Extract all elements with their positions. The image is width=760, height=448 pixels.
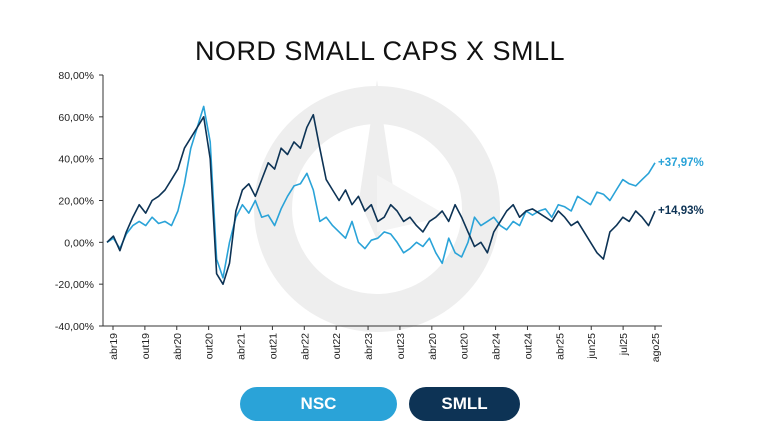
y-tick-label: 20,00% bbox=[58, 196, 94, 208]
x-tick-label: jul25 bbox=[618, 333, 630, 356]
x-tick-label: abr24 bbox=[491, 333, 503, 360]
x-tick-label: out19 bbox=[140, 333, 152, 359]
x-tick-label: out21 bbox=[267, 333, 279, 359]
x-tick-label: out24 bbox=[522, 333, 534, 359]
series-line-smll bbox=[106, 113, 656, 285]
legend-smll-button[interactable]: SMLL bbox=[409, 387, 520, 421]
x-tick-label: out22 bbox=[331, 333, 343, 359]
x-tick-label: jun25 bbox=[586, 333, 598, 360]
x-tick-label: abr19 bbox=[108, 333, 120, 360]
x-tick-label: abr20 bbox=[427, 333, 439, 360]
x-tick-label: out20 bbox=[459, 333, 471, 359]
end-label-nsc: +37,97% bbox=[658, 157, 704, 169]
x-tick-label: out20 bbox=[204, 333, 216, 359]
x-tick-label: ago25 bbox=[650, 333, 662, 362]
x-tick-label: abr25 bbox=[554, 333, 566, 360]
watermark-logo bbox=[254, 80, 500, 332]
y-tick-label: -20,00% bbox=[55, 279, 94, 291]
x-tick-label: abr23 bbox=[363, 333, 375, 360]
y-tick-label: 80,00% bbox=[58, 70, 94, 82]
chart-title: NORD SMALL CAPS X SMLL bbox=[194, 36, 566, 66]
x-tick-label: abr22 bbox=[299, 333, 311, 360]
x-tick-label: out23 bbox=[395, 333, 407, 359]
x-tick-label: abr20 bbox=[172, 333, 184, 360]
legend-nsc-button[interactable]: NSC bbox=[240, 387, 397, 421]
y-tick-label: 60,00% bbox=[58, 112, 94, 124]
end-label-smll: +14,93% bbox=[658, 205, 704, 217]
y-tick-label: 0,00% bbox=[64, 237, 94, 249]
series-line-nsc bbox=[106, 105, 656, 279]
y-tick-label: -40,00% bbox=[55, 321, 94, 333]
y-tick-label: 40,00% bbox=[58, 154, 94, 166]
x-tick-label: abr21 bbox=[236, 333, 248, 360]
